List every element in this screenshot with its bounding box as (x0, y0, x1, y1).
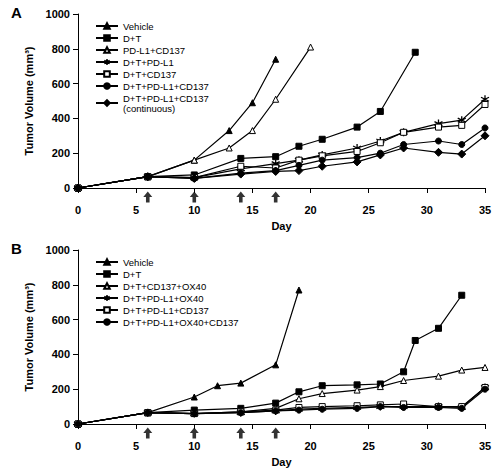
svg-text:600: 600 (52, 314, 70, 326)
svg-text:D+T+PD-L1+OX40+CD137: D+T+PD-L1+OX40+CD137 (123, 317, 239, 328)
svg-text:Tumor Volume (mm³): Tumor Volume (mm³) (23, 46, 35, 155)
svg-text:D+T+CD137+OX40: D+T+CD137+OX40 (123, 281, 206, 292)
svg-text:600: 600 (52, 78, 70, 90)
svg-text:D+T+PD-L1: D+T+PD-L1 (123, 57, 174, 68)
svg-text:200: 200 (52, 147, 70, 159)
svg-text:0: 0 (64, 418, 70, 430)
svg-text:D+T: D+T (123, 33, 141, 44)
svg-text:5: 5 (133, 440, 139, 452)
svg-text:A: A (11, 4, 22, 21)
svg-text:15: 15 (246, 440, 258, 452)
svg-text:Vehicle: Vehicle (123, 257, 154, 268)
svg-text:15: 15 (246, 204, 258, 216)
svg-text:D+T+PD-L1+CD137: D+T+PD-L1+CD137 (123, 305, 209, 316)
svg-text:5: 5 (133, 204, 139, 216)
svg-text:10: 10 (188, 440, 200, 452)
svg-text:20: 20 (304, 440, 316, 452)
svg-text:200: 200 (52, 383, 70, 395)
svg-text:B: B (11, 240, 22, 257)
svg-text:D+T+PD-L1+OX40: D+T+PD-L1+OX40 (123, 293, 204, 304)
svg-text:30: 30 (421, 204, 433, 216)
svg-text:Day: Day (271, 456, 292, 468)
svg-text:35: 35 (479, 440, 491, 452)
svg-text:25: 25 (363, 440, 375, 452)
svg-text:20: 20 (304, 204, 316, 216)
svg-text:(continuous): (continuous) (123, 103, 175, 114)
svg-text:0: 0 (64, 182, 70, 194)
svg-text:10: 10 (188, 204, 200, 216)
svg-text:35: 35 (479, 204, 491, 216)
svg-text:25: 25 (363, 204, 375, 216)
svg-text:D+T+PD-L1+CD137: D+T+PD-L1+CD137 (123, 92, 209, 104)
svg-text:400: 400 (52, 112, 70, 124)
svg-text:Day: Day (271, 220, 292, 232)
svg-text:D+T+PD-L1+CD137: D+T+PD-L1+CD137 (123, 81, 209, 92)
svg-text:1000: 1000 (46, 8, 70, 20)
svg-text:800: 800 (52, 279, 70, 291)
svg-text:400: 400 (52, 348, 70, 360)
svg-text:D+T: D+T (123, 269, 141, 280)
svg-text:PD-L1+CD137: PD-L1+CD137 (123, 45, 185, 56)
svg-text:1000: 1000 (46, 244, 70, 256)
svg-text:0: 0 (75, 204, 81, 216)
svg-text:Vehicle: Vehicle (123, 21, 154, 32)
svg-text:800: 800 (52, 43, 70, 55)
svg-text:30: 30 (421, 440, 433, 452)
svg-text:0: 0 (75, 440, 81, 452)
svg-text:Tumor Volume (mm³): Tumor Volume (mm³) (23, 282, 35, 391)
svg-text:D+T+CD137: D+T+CD137 (123, 69, 176, 80)
